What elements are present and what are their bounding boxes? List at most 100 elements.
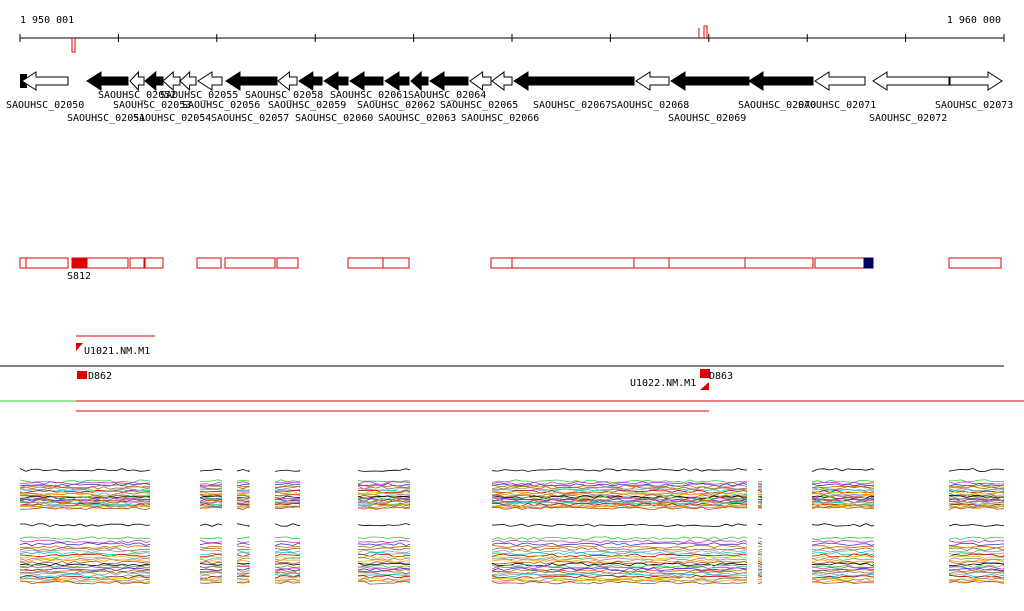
gene-arrow [384,71,410,91]
expression-trace [948,505,1005,510]
expression-trace [757,563,763,565]
segment-box [668,257,746,269]
expression-trace [491,564,748,568]
expression-trace [811,523,875,527]
expression-trace [948,468,1005,472]
expression-trace [491,542,748,547]
expression-trace [236,553,250,557]
gene-arrow [513,71,635,91]
expression-trace [357,577,411,582]
expression-trace [274,489,301,492]
expression-trace [199,545,223,549]
expression-trace [236,498,250,500]
expression-trace [811,573,875,578]
expression-trace [19,567,151,572]
gene-label: SAOUHSC_02055 [160,90,238,101]
expression-trace [274,551,301,556]
expression-trace [19,580,151,585]
expression-trace [199,563,223,566]
expression-trace [274,494,301,497]
expression-trace [757,500,763,503]
expression-trace [19,539,151,544]
segment-box [863,257,874,269]
expression-trace [491,573,748,578]
gene-arrow [429,71,469,91]
expression-trace [236,485,250,490]
expression-trace [948,498,1005,502]
expression-trace [811,545,875,549]
expression-trace [491,488,748,493]
expression-trace [948,555,1005,559]
expression-trace [948,553,1005,558]
expression-trace [199,572,223,575]
expression-trace [811,498,875,502]
expression-trace [236,559,250,563]
expression-trace [199,491,223,493]
expression-trace [757,488,763,491]
segment-box [129,257,145,269]
segment-box [144,257,164,269]
expression-trace [19,481,151,485]
segment-label: S812 [67,271,91,282]
expression-trace [757,553,763,556]
expression-trace [199,552,223,556]
expression-trace [274,561,301,565]
expression-trace [757,560,763,564]
expression-trace [199,539,223,544]
gene-label: SAOUHSC_02060 [295,113,373,124]
gene-arrow [670,71,750,91]
expression-trace [236,569,250,573]
expression-trace [757,548,763,551]
gene-label: SAOUHSC_02070 [738,100,816,111]
expression-trace [20,555,151,560]
expression-trace [19,468,151,472]
expression-trace [491,536,748,541]
expression-trace [19,496,151,500]
expression-trace [357,553,411,558]
expression-trace [274,568,301,573]
gene-label: SAOUHSC_02051 [67,113,145,124]
expression-trace [236,523,250,527]
gene-arrow [872,71,950,91]
expression-trace [19,575,151,579]
expression-trace [811,542,875,546]
expression-trace [274,497,301,501]
expression-trace [19,483,151,487]
expression-trace [948,567,1005,572]
expression-trace [236,484,250,488]
expression-trace [274,499,301,503]
expression-trace [948,557,1005,561]
expression-trace [236,578,250,581]
expression-trace [199,560,223,563]
expression-trace [19,569,151,573]
expression-trace [757,468,763,471]
expression-trace [274,479,301,483]
gene-label: SAOUHSC_02058 [245,90,323,101]
expression-trace [948,568,1005,573]
expression-trace [948,542,1005,547]
expression-trace [491,580,748,585]
expression-trace [757,541,763,543]
expression-trace [199,578,223,582]
expression-trace [948,496,1005,500]
expression-trace [236,565,250,567]
expression-trace [274,553,301,557]
segment-box [347,257,384,269]
expression-trace [757,582,763,585]
expression-trace [948,490,1005,495]
expression-trace [757,489,763,492]
expression-trace [236,540,250,544]
expression-trace [757,566,763,569]
expression-trace [236,481,250,484]
expression-trace [19,549,151,553]
expression-trace [948,570,1005,575]
segment-box [224,257,276,269]
gene-arrow [323,71,349,91]
expression-trace [757,498,763,501]
expression-trace [948,572,1005,576]
expression-trace [199,576,223,581]
expression-trace [357,566,411,570]
expression-trace [811,479,875,484]
expression-trace [811,555,875,559]
segment-box [814,257,865,269]
